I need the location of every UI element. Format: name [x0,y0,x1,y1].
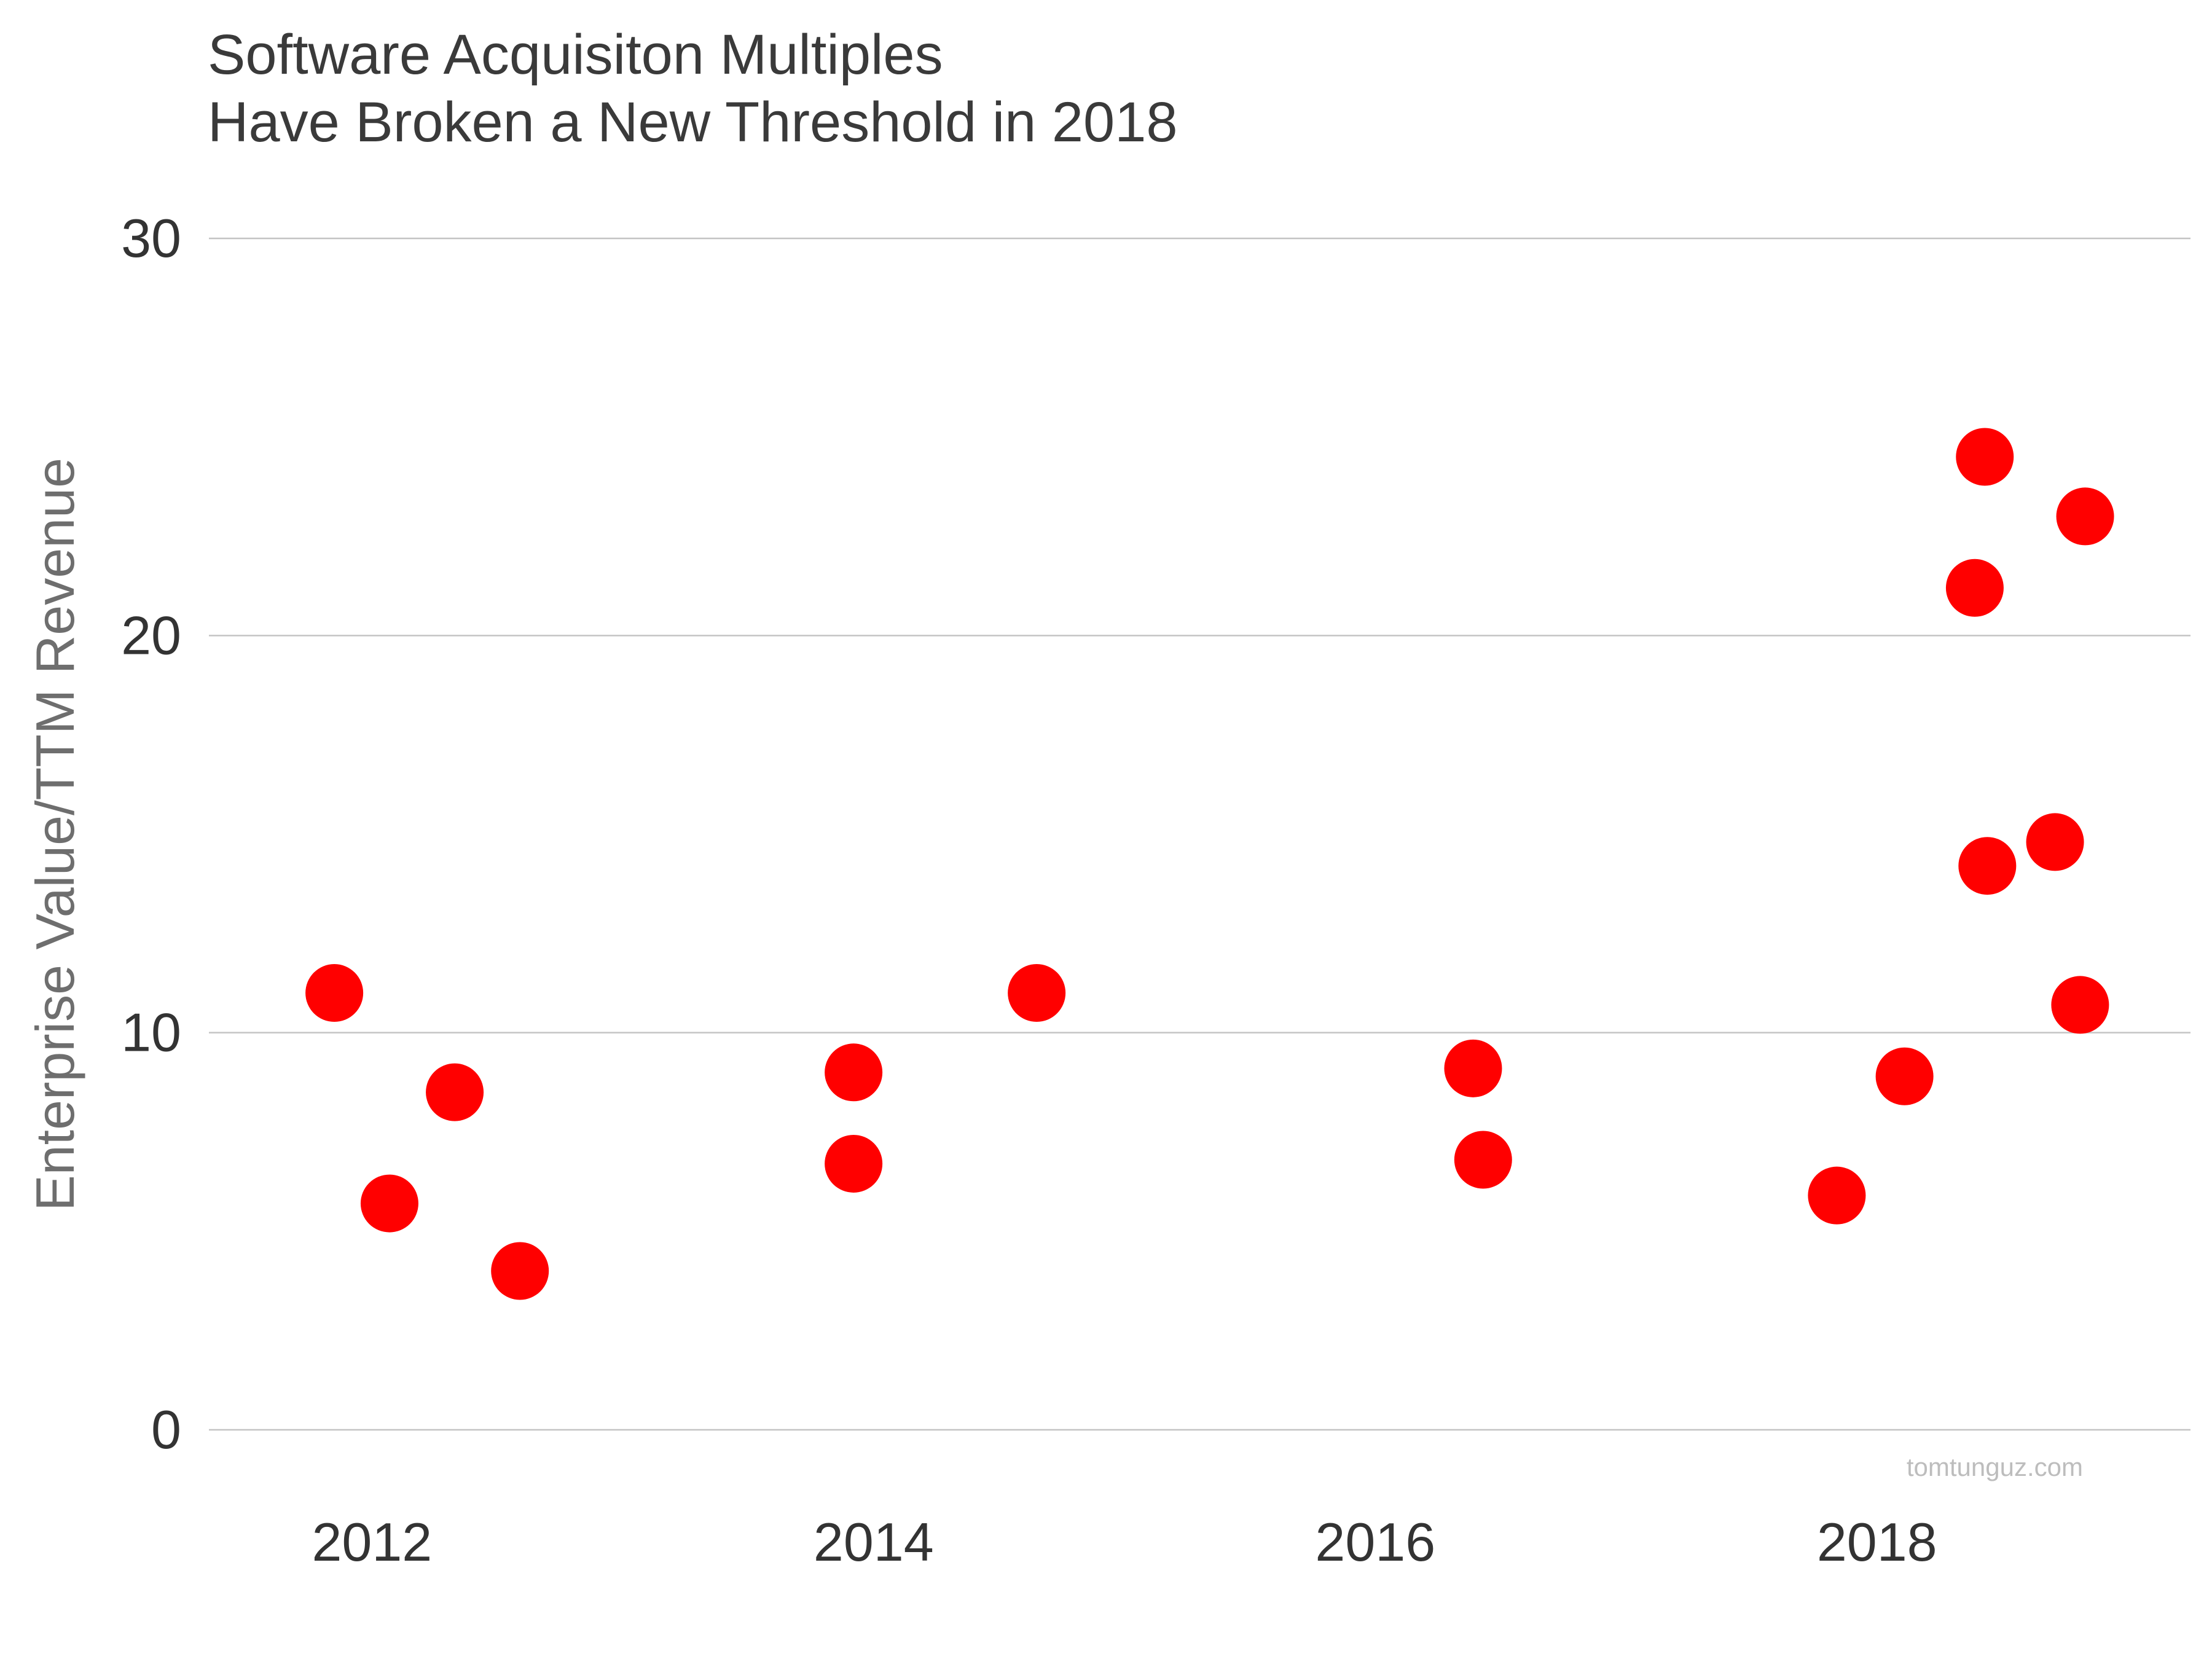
y-tick-label-30: 30 [121,208,181,269]
x-tick-label-2014: 2014 [814,1512,934,1572]
data-point [305,964,364,1022]
data-point [1945,559,2004,617]
data-point [1444,1039,1502,1097]
data-point [1808,1166,1866,1225]
data-point [1956,428,2014,486]
chart-title: Software Acquisiton Multiples Have Broke… [208,23,1178,154]
data-point [1875,1047,1934,1105]
data-point [1958,837,2017,895]
data-point [825,1043,883,1102]
y-axis-title: Enterprise Value/TTM Revenue [25,458,85,1211]
data-point [2051,976,2109,1034]
data-points [305,428,2114,1300]
y-tick-label-10: 10 [121,1002,181,1063]
data-point [491,1242,549,1300]
data-point [1454,1131,1512,1189]
gridlines [209,237,2190,1431]
chart-title-line-1: Software Acquisiton Multiples [208,23,943,86]
y-tick-label-0: 0 [151,1399,181,1460]
data-point [2056,487,2114,546]
y-axis-tick-labels: 0 10 20 30 [121,208,181,1460]
data-point [360,1174,418,1233]
data-point [426,1063,484,1121]
x-axis-tick-labels: 2012 2014 2016 2018 [312,1512,1937,1572]
watermark: tomtunguz.com [1907,1453,2083,1481]
data-point [1008,964,1066,1022]
chart-title-line-2: Have Broken a New Threshold in 2018 [208,91,1178,154]
data-point [2026,813,2084,871]
y-tick-label-20: 20 [121,605,181,665]
x-tick-label-2012: 2012 [312,1512,432,1572]
x-tick-label-2018: 2018 [1817,1512,1937,1572]
x-tick-label-2016: 2016 [1315,1512,1435,1572]
data-point [825,1134,883,1193]
